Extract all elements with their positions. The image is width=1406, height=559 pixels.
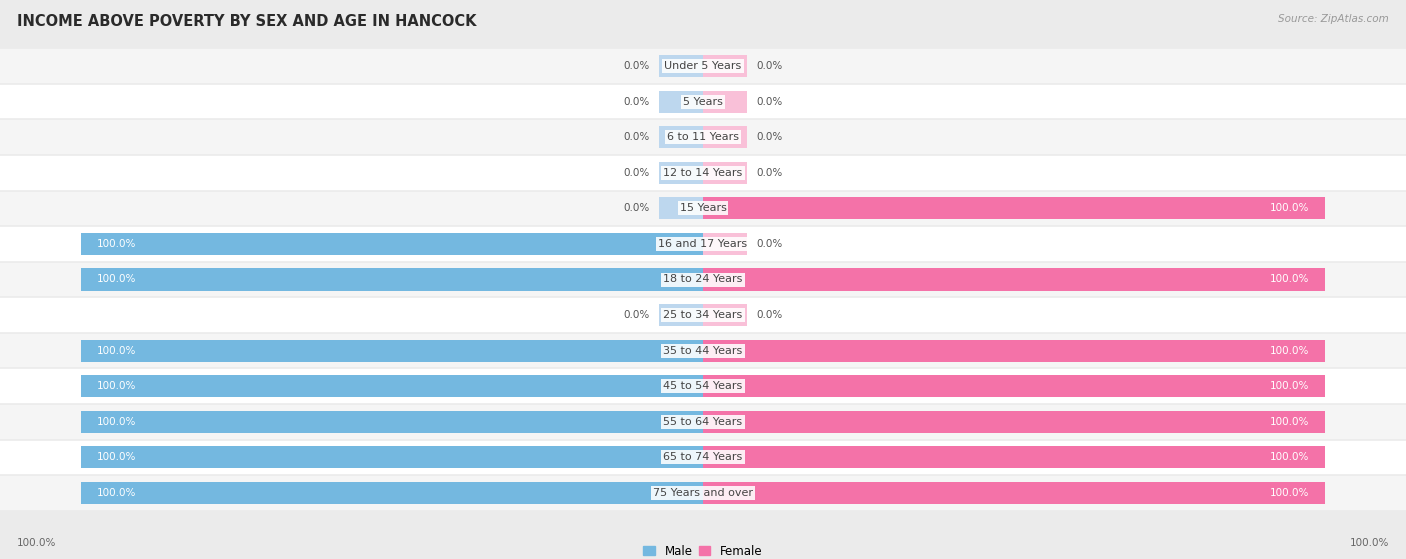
Bar	[659, 162, 703, 184]
Bar	[659, 340, 703, 362]
FancyBboxPatch shape	[0, 155, 1406, 191]
FancyBboxPatch shape	[0, 368, 1406, 404]
Text: 100.0%: 100.0%	[1270, 488, 1309, 498]
Text: 12 to 14 Years: 12 to 14 Years	[664, 168, 742, 178]
FancyBboxPatch shape	[0, 333, 1406, 368]
Text: 0.0%: 0.0%	[756, 97, 782, 107]
Bar	[82, 482, 703, 504]
Bar	[659, 304, 703, 326]
Text: 0.0%: 0.0%	[624, 132, 650, 142]
Text: 18 to 24 Years: 18 to 24 Years	[664, 274, 742, 285]
Text: 0.0%: 0.0%	[624, 168, 650, 178]
Bar	[703, 162, 747, 184]
Bar	[659, 375, 703, 397]
Bar	[703, 411, 1324, 433]
Bar	[703, 304, 747, 326]
FancyBboxPatch shape	[0, 191, 1406, 226]
FancyBboxPatch shape	[0, 120, 1406, 155]
Text: 100.0%: 100.0%	[97, 345, 136, 356]
Bar	[703, 482, 1324, 504]
Bar	[703, 268, 747, 291]
Bar	[659, 233, 703, 255]
Text: 65 to 74 Years: 65 to 74 Years	[664, 452, 742, 462]
FancyBboxPatch shape	[0, 297, 1406, 333]
Text: 0.0%: 0.0%	[624, 97, 650, 107]
FancyBboxPatch shape	[0, 84, 1406, 120]
Text: INCOME ABOVE POVERTY BY SEX AND AGE IN HANCOCK: INCOME ABOVE POVERTY BY SEX AND AGE IN H…	[17, 14, 477, 29]
FancyBboxPatch shape	[0, 439, 1406, 475]
Text: 100.0%: 100.0%	[97, 417, 136, 427]
Bar	[703, 91, 747, 113]
Bar	[82, 340, 703, 362]
Bar	[703, 375, 747, 397]
Text: 45 to 54 Years: 45 to 54 Years	[664, 381, 742, 391]
Bar	[703, 411, 747, 433]
Text: 100.0%: 100.0%	[1270, 417, 1309, 427]
FancyBboxPatch shape	[0, 262, 1406, 297]
Text: 35 to 44 Years: 35 to 44 Years	[664, 345, 742, 356]
Text: 0.0%: 0.0%	[756, 239, 782, 249]
Bar	[659, 411, 703, 433]
Bar	[703, 268, 1324, 291]
Text: 25 to 34 Years: 25 to 34 Years	[664, 310, 742, 320]
Bar	[703, 446, 1324, 468]
Bar	[703, 55, 747, 77]
Bar	[703, 482, 747, 504]
Bar	[82, 375, 703, 397]
Text: 0.0%: 0.0%	[624, 310, 650, 320]
Text: 0.0%: 0.0%	[756, 310, 782, 320]
Bar	[82, 268, 703, 291]
Text: 100.0%: 100.0%	[1270, 452, 1309, 462]
Bar	[703, 197, 747, 219]
Text: 0.0%: 0.0%	[624, 61, 650, 71]
FancyBboxPatch shape	[0, 475, 1406, 511]
Bar	[703, 126, 747, 148]
Bar	[659, 197, 703, 219]
Text: 100.0%: 100.0%	[1270, 381, 1309, 391]
Text: 100.0%: 100.0%	[17, 538, 56, 548]
FancyBboxPatch shape	[0, 48, 1406, 84]
Bar	[82, 446, 703, 468]
Text: 0.0%: 0.0%	[756, 168, 782, 178]
Bar	[703, 233, 747, 255]
Text: 15 Years: 15 Years	[679, 203, 727, 214]
Text: Source: ZipAtlas.com: Source: ZipAtlas.com	[1278, 14, 1389, 24]
Text: 0.0%: 0.0%	[756, 61, 782, 71]
Bar	[82, 233, 703, 255]
Bar	[703, 446, 747, 468]
Text: 0.0%: 0.0%	[756, 132, 782, 142]
Text: 100.0%: 100.0%	[1270, 274, 1309, 285]
Legend: Male, Female: Male, Female	[638, 540, 768, 559]
Bar	[659, 91, 703, 113]
Text: 100.0%: 100.0%	[97, 274, 136, 285]
Text: Under 5 Years: Under 5 Years	[665, 61, 741, 71]
Text: 100.0%: 100.0%	[1270, 203, 1309, 214]
Text: 100.0%: 100.0%	[97, 452, 136, 462]
Text: 6 to 11 Years: 6 to 11 Years	[666, 132, 740, 142]
Bar	[703, 375, 1324, 397]
Bar	[659, 446, 703, 468]
Text: 100.0%: 100.0%	[1270, 345, 1309, 356]
Text: 100.0%: 100.0%	[97, 381, 136, 391]
Text: 16 and 17 Years: 16 and 17 Years	[658, 239, 748, 249]
FancyBboxPatch shape	[0, 226, 1406, 262]
Text: 55 to 64 Years: 55 to 64 Years	[664, 417, 742, 427]
Bar	[659, 268, 703, 291]
Text: 75 Years and over: 75 Years and over	[652, 488, 754, 498]
Bar	[703, 340, 1324, 362]
Text: 100.0%: 100.0%	[1350, 538, 1389, 548]
Bar	[659, 482, 703, 504]
Bar	[703, 197, 1324, 219]
Bar	[659, 126, 703, 148]
Bar	[703, 340, 747, 362]
Text: 0.0%: 0.0%	[624, 203, 650, 214]
FancyBboxPatch shape	[0, 404, 1406, 439]
Text: 100.0%: 100.0%	[97, 239, 136, 249]
Text: 100.0%: 100.0%	[97, 488, 136, 498]
Bar	[659, 55, 703, 77]
Bar	[82, 411, 703, 433]
Text: 5 Years: 5 Years	[683, 97, 723, 107]
